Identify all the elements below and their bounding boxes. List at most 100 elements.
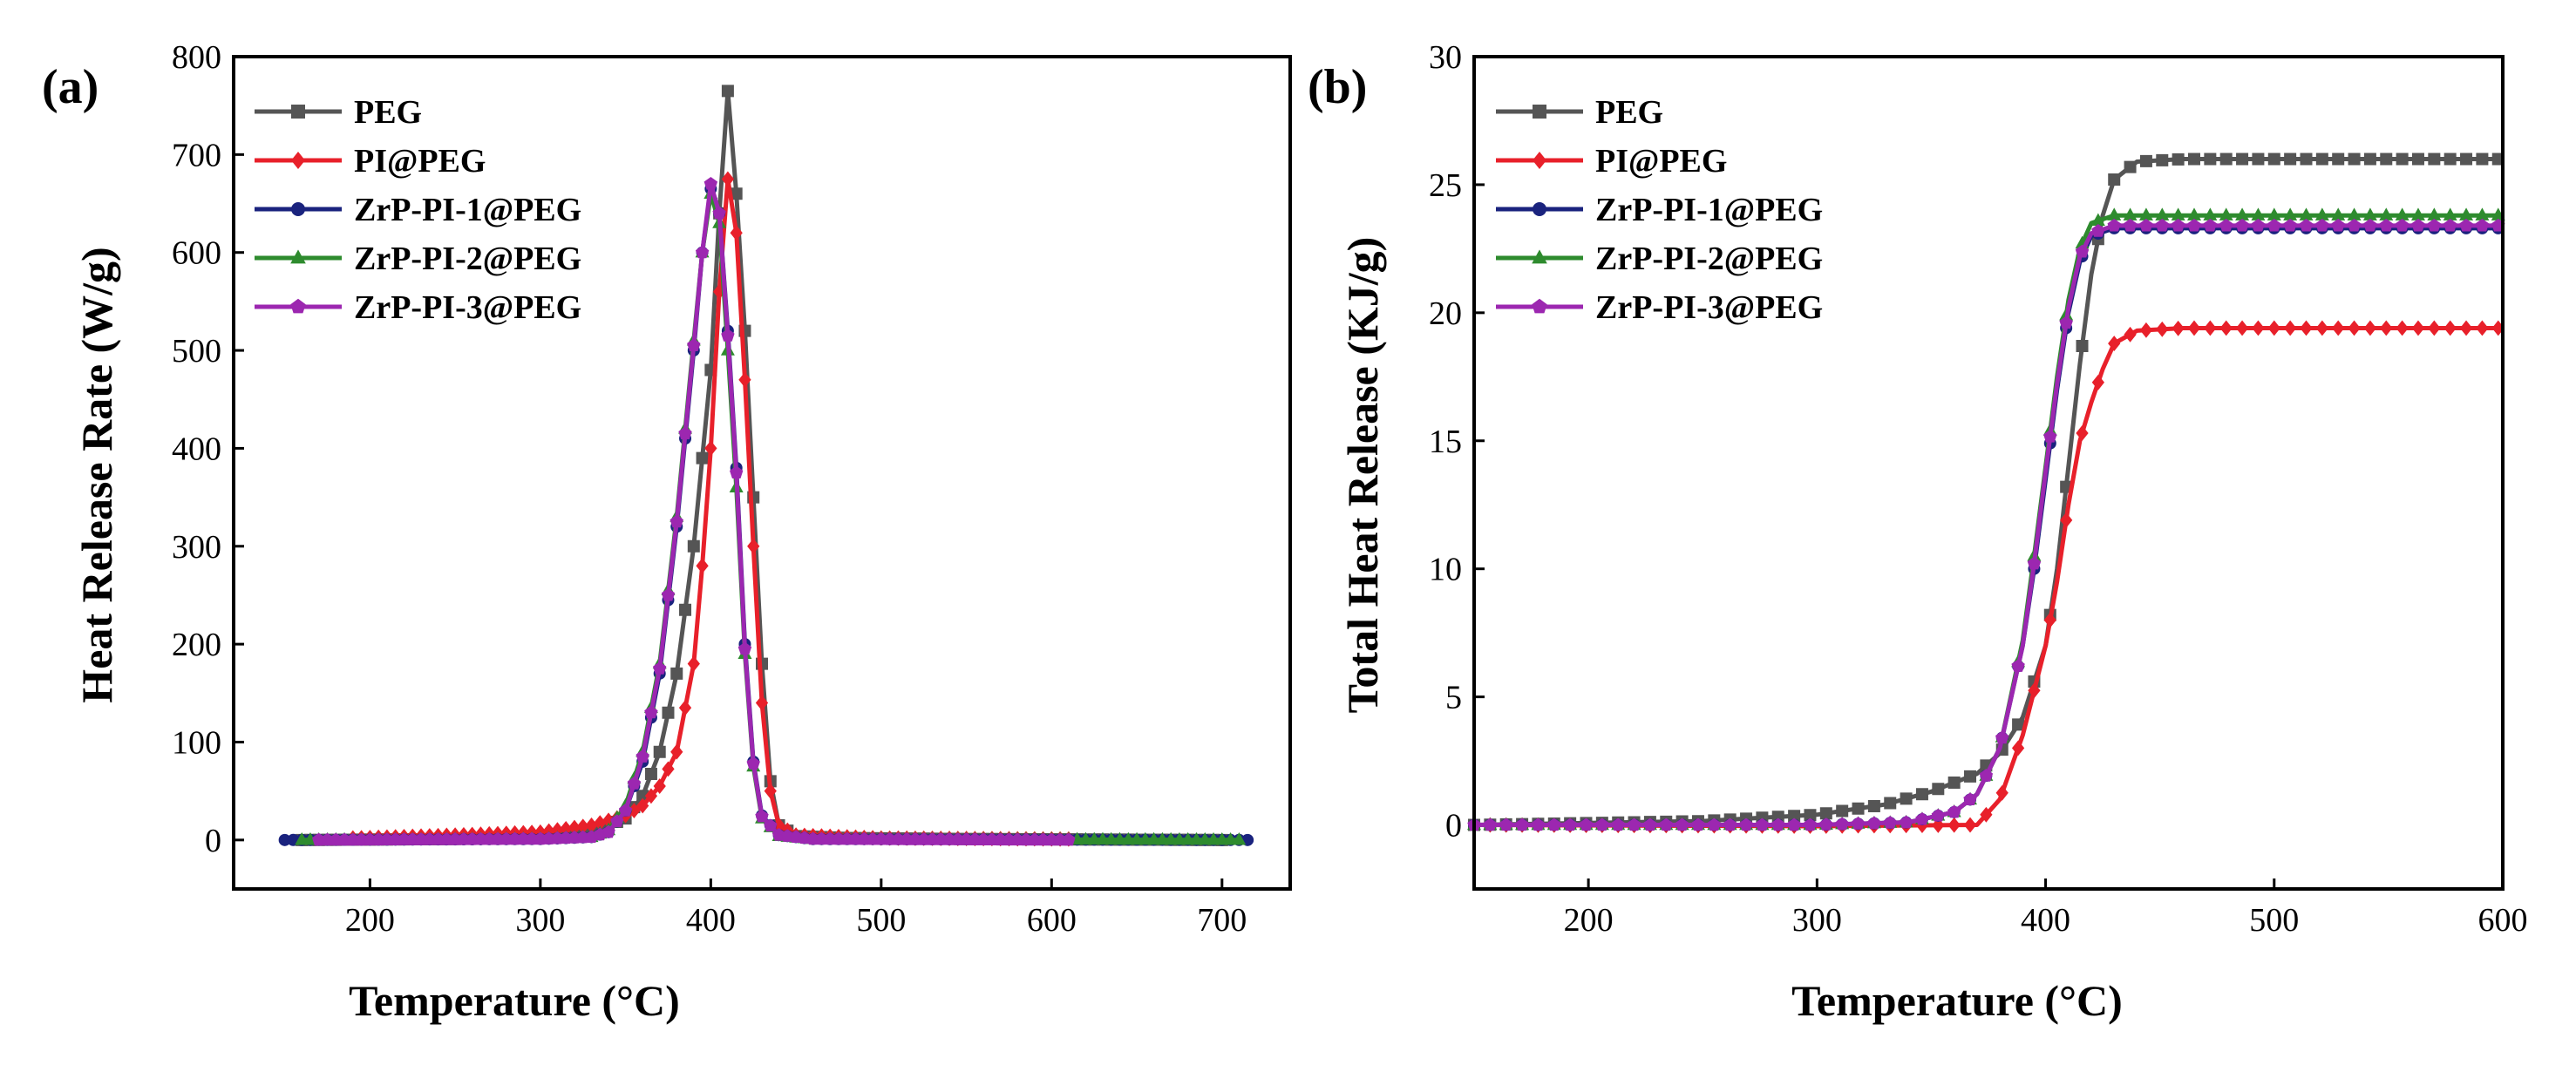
panel-b-data-point <box>2476 153 2489 166</box>
panel-b-legend-marker-zrp-pi-3-peg <box>1532 298 1547 314</box>
panel-b-data-point <box>2267 320 2280 336</box>
panel-b-x-axis-title: Temperature (°C) <box>1791 976 2123 1025</box>
panel-b-series-markers-zrp-pi-3-peg <box>1467 218 2505 831</box>
panel-b-data-point <box>2091 223 2105 237</box>
panel-a-series-markers-zrp-pi-3-peg <box>312 176 1076 846</box>
panel-a-data-point <box>678 426 692 440</box>
panel-a-data-point <box>636 797 649 814</box>
panel-b-data-point <box>1835 817 1849 831</box>
panel-b-data-point <box>1851 817 1866 830</box>
panel-b-data-point <box>1595 817 1609 831</box>
panel-a-data-point <box>695 245 710 259</box>
panel-b-data-point <box>2300 153 2313 166</box>
panel-b-data-point <box>2331 218 2345 232</box>
panel-b-data-point <box>1900 792 1913 805</box>
panel-a-data-point <box>1104 831 1118 845</box>
panel-b-data-point <box>2380 153 2393 166</box>
panel-b-data-point <box>1867 799 1880 812</box>
panel-b-data-point <box>1675 817 1689 831</box>
panel-b-data-point <box>2283 218 2297 232</box>
panel-b-legend-label-zrp-pi-2-peg: ZrP-PI-2@PEG <box>1595 241 1823 277</box>
panel-a-data-point <box>687 338 701 351</box>
panel-a-data-point <box>661 587 676 601</box>
panel-b-data-point <box>2139 154 2152 167</box>
panel-b-plot-area: 200 300 400 500 600 0 5 10 15 20 25 30 PEG PI@PEG ZrP-… <box>1429 39 2528 939</box>
panel-b-data-point <box>1643 817 1657 831</box>
panel-b-chart: (b) Temperature (°C) Total Heat Release … <box>1308 39 2528 1025</box>
panel-a-legend-label-zrp-pi-1-peg: ZrP-PI-1@PEG <box>354 192 581 228</box>
panel-b-data-point <box>2348 153 2361 166</box>
panel-a-data-point <box>738 371 751 388</box>
panel-a-data-point <box>687 655 700 672</box>
panel-a-x-axis-title: Temperature (°C) <box>349 976 680 1025</box>
panel-b-y-tick-label: 20 <box>1429 295 1462 332</box>
panel-a-legend-marker-pi-peg <box>291 152 305 169</box>
panel-b-data-point <box>2475 218 2490 232</box>
panel-b-data-point <box>1787 817 1801 831</box>
panel-b-data-point <box>2028 682 2041 699</box>
panel-a-x-tick-label: 500 <box>856 902 906 939</box>
panel-b-data-point <box>1963 792 1977 805</box>
panel-a-legend-marker-zrp-pi-3-peg <box>290 298 306 314</box>
panel-a-legend-marker-zrp-pi-2-peg <box>290 249 306 264</box>
panel-b-data-point <box>2011 740 2025 756</box>
panel-b-data-point <box>2380 320 2393 336</box>
panel-b-data-point <box>2172 153 2185 166</box>
panel-a-data-point <box>653 661 667 675</box>
panel-b-data-point <box>1723 817 1737 831</box>
panel-a-data-point <box>653 745 666 758</box>
panel-b-data-point <box>1515 817 1529 831</box>
panel-b-data-point <box>1931 808 1945 822</box>
panel-b-data-point <box>1963 817 1977 833</box>
panel-a-data-point <box>704 440 717 457</box>
panel-b-data-point <box>2428 153 2441 166</box>
panel-b-data-point <box>1995 784 2008 801</box>
panel-b-data-point <box>1531 817 1546 831</box>
panel-b-y-tick-label: 15 <box>1429 424 1462 460</box>
panel-b-data-point <box>2124 160 2137 173</box>
panel-b-data-point <box>2076 425 2089 441</box>
panel-b-data-point <box>2091 374 2105 390</box>
panel-a-y-tick-label: 300 <box>172 529 221 566</box>
panel-b-y-tick-label: 30 <box>1429 39 1462 76</box>
panel-b-data-point <box>2411 320 2425 336</box>
panel-b-data-point <box>1979 768 1994 782</box>
panel-a-plot-area: 200 300 400 500 600 700 0 100 200 300 400 500 600 700… <box>172 39 1292 939</box>
panel-b-label: (b) <box>1308 60 1367 114</box>
panel-b-data-point <box>2076 340 2089 353</box>
panel-b-data-point <box>2139 322 2153 338</box>
panel-a-data-point <box>1180 831 1195 845</box>
panel-a-data-point <box>662 706 675 719</box>
panel-a-data-point <box>627 777 642 790</box>
panel-b-data-point <box>1627 817 1641 831</box>
panel-a-data-point <box>1155 831 1170 845</box>
panel-b-data-point <box>2411 218 2425 232</box>
panel-a-legend-marker-zrp-pi-1-peg <box>291 202 305 216</box>
panel-a-data-point <box>764 818 778 832</box>
panel-a-data-point <box>721 329 735 342</box>
panel-b-data-point <box>1483 817 1498 831</box>
panel-a-legend-label-zrp-pi-3-peg: ZrP-PI-3@PEG <box>354 289 581 326</box>
panel-b-x-tick-label: 500 <box>2249 902 2299 939</box>
panel-b-data-point <box>2107 218 2121 232</box>
panel-b-y-axis-title: Total Heat Release (KJ/g) <box>1338 237 1387 714</box>
panel-a-y-tick-label: 100 <box>172 724 221 761</box>
panel-b-data-point <box>2443 218 2457 232</box>
panel-b-legend-label-pi-peg: PI@PEG <box>1595 143 1727 180</box>
panel-a-data-point <box>644 767 657 780</box>
panel-b-data-point <box>1915 788 1928 801</box>
panel-b-data-point <box>2219 218 2233 232</box>
panel-a-data-point <box>1112 831 1127 845</box>
panel-b-legend-label-peg: PEG <box>1595 94 1663 131</box>
panel-b-x-tick-label: 400 <box>2021 902 2070 939</box>
panel-a-data-point <box>678 700 692 716</box>
panel-b-data-point <box>2459 320 2473 336</box>
panel-a-y-tick-label: 600 <box>172 235 221 272</box>
panel-a-data-point <box>764 783 777 799</box>
panel-a-data-point <box>755 809 769 823</box>
panel-b-data-point <box>1995 730 2009 744</box>
panel-a-y-axis-title: Heat Release Rate (W/g) <box>72 247 121 702</box>
panel-a-data-point <box>730 225 743 241</box>
panel-a-y-tick-label: 200 <box>172 627 221 663</box>
panel-a-data-point <box>618 803 633 817</box>
